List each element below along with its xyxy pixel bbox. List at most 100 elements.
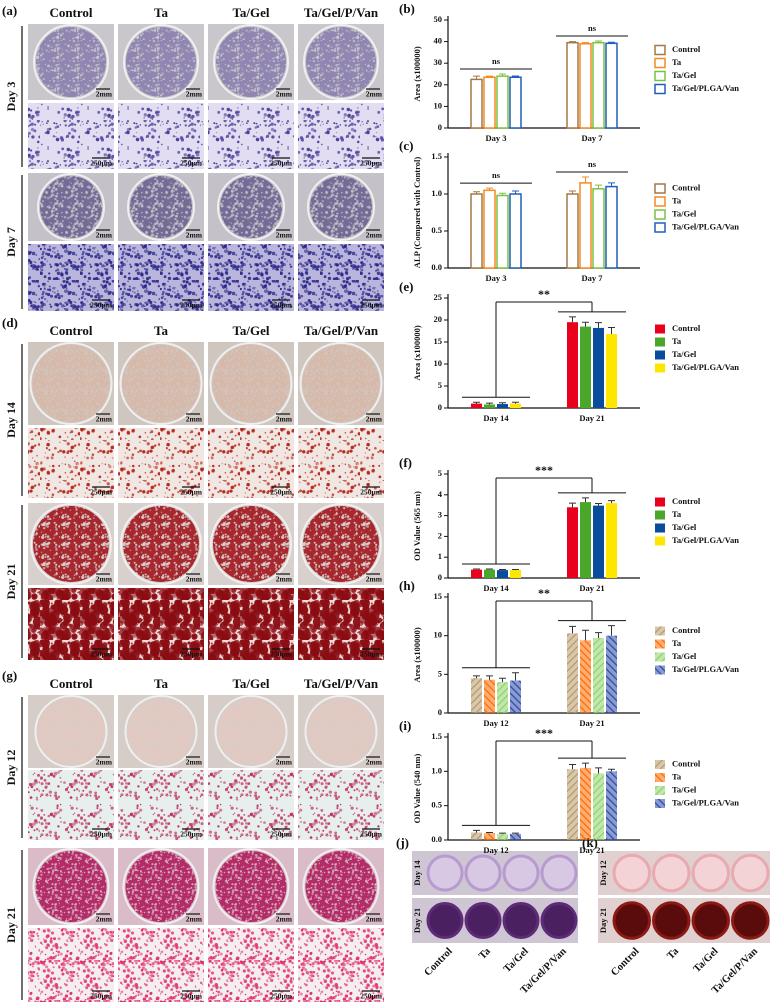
scale-bar-label: 2mm (276, 90, 293, 99)
well-rim (214, 695, 288, 768)
micrograph (118, 588, 204, 660)
y-tick-label: 20 (434, 79, 443, 89)
well-rim (300, 503, 382, 585)
bar (593, 637, 604, 713)
legend-label: Ta (672, 336, 682, 346)
legend-swatch (654, 196, 666, 207)
y-tick-label: 2 (438, 530, 442, 540)
x-tick-label: Day 7 (581, 273, 603, 283)
well-rim (209, 342, 293, 425)
bar (567, 633, 578, 713)
significance-label: *** (535, 726, 553, 740)
row-label: Day 7 (4, 227, 18, 257)
column-label: Ta (477, 946, 493, 962)
error-bar (608, 326, 615, 335)
bar (509, 76, 522, 129)
well-stain (35, 851, 107, 922)
bar (567, 769, 578, 840)
plate-well (426, 902, 464, 939)
bar (484, 404, 495, 408)
error-bar (499, 677, 506, 683)
y-tick-label: 20 (434, 314, 443, 324)
plate-well (502, 854, 540, 892)
y-tick-label: 0.5 (431, 225, 442, 235)
error-bar (473, 191, 480, 194)
legend-label: Control (672, 182, 701, 192)
scale-bar-label: 250μm (90, 159, 113, 168)
panel-label: (i) (399, 718, 411, 733)
well-stain (36, 27, 106, 97)
y-tick-label: 3 (438, 510, 442, 520)
legend-swatch (654, 83, 666, 95)
plate-well (652, 901, 691, 940)
error-bar (595, 322, 602, 328)
well-stain (307, 698, 375, 765)
bar (605, 185, 618, 269)
scale-bar-label: 2mm (96, 915, 113, 924)
error-bar (582, 629, 589, 641)
bar (592, 41, 605, 129)
bar (509, 193, 522, 269)
well-rim (29, 342, 113, 425)
bar (470, 78, 483, 129)
error-bar (582, 176, 589, 183)
scale-bar-label: 2mm (96, 415, 113, 424)
panel-label: (b) (399, 1, 415, 16)
error-bar (473, 675, 480, 679)
y-tick-label: 1.0 (431, 765, 442, 775)
error-bar (608, 625, 615, 636)
scale-bar-label: 250μm (180, 488, 203, 497)
y-tick-label: 40 (434, 36, 443, 46)
y-tick-label: 5 (438, 668, 442, 678)
scale-bar-label: 2mm (366, 915, 383, 924)
legend-swatch (655, 665, 665, 675)
scale-bar-label: 250μm (270, 159, 293, 168)
row-label: Day 14 (412, 860, 422, 886)
well-rim (212, 848, 290, 925)
column-label: Control (609, 946, 641, 978)
legend-label: Ta/Gel/PLGA/Van (672, 664, 739, 674)
error-bar (569, 190, 576, 194)
y-tick-label: 0 (438, 402, 442, 412)
well-rim (30, 503, 112, 585)
y-tick-label: 1 (438, 551, 442, 561)
micrograph (298, 928, 384, 1002)
column-label: Control (422, 946, 454, 978)
error-bar (582, 497, 589, 503)
bar (471, 678, 482, 713)
scale-bar-label: 2mm (366, 231, 383, 240)
legend-swatch (654, 222, 666, 233)
bar (593, 773, 604, 840)
scale-bar-label: 2mm (96, 575, 113, 584)
y-tick-label: 0.0 (431, 834, 442, 844)
significance-label: *** (535, 463, 553, 477)
legend-label: Ta/Gel (672, 208, 697, 218)
well-stain (303, 506, 379, 582)
error-bar (608, 768, 615, 772)
row-label: Day 21 (4, 907, 18, 943)
bar (606, 334, 617, 408)
legend-label: Ta (672, 771, 682, 781)
y-axis-title: Area (x100000) (412, 46, 422, 101)
error-bar (569, 625, 576, 634)
legend-swatch (655, 324, 665, 334)
significance-label: ** (538, 287, 550, 301)
legend-swatch (655, 350, 665, 360)
column-header: Ta (154, 676, 168, 691)
panel-label: (e) (399, 279, 413, 294)
bar (510, 570, 521, 578)
micrograph (208, 770, 294, 840)
bar (580, 326, 591, 408)
significance-label: ** (538, 586, 550, 600)
scale-bar-label: 2mm (366, 758, 383, 767)
error-bar (499, 568, 506, 571)
row-label: Day 14 (4, 402, 18, 438)
plate-well (426, 854, 464, 892)
bar (567, 507, 578, 578)
well-stain (212, 345, 290, 422)
well-rim (37, 173, 105, 241)
legend-swatch (654, 183, 666, 194)
legend-swatch (654, 44, 666, 56)
well-rim (122, 848, 200, 925)
bar (579, 182, 592, 269)
